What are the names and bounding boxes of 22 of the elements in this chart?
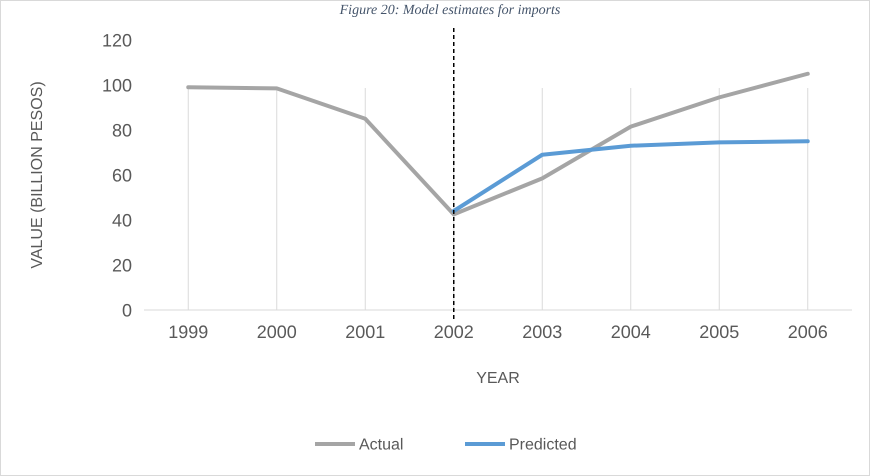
y-tick-label: 80 [112, 120, 132, 140]
x-tick-label: 1999 [168, 322, 208, 342]
x-tick-label: 2004 [610, 322, 651, 342]
x-tick-label: 2005 [699, 322, 740, 342]
y-tick-label: 100 [102, 75, 132, 96]
legend-label: Predicted [509, 436, 577, 454]
line-series [186, 72, 810, 216]
legend-label: Actual [359, 436, 404, 454]
x-tick-label: 2002 [434, 322, 474, 342]
x-axis-title: YEAR [476, 370, 520, 387]
y-tick-label: 60 [112, 165, 132, 186]
line-series [452, 139, 810, 213]
x-tick-label: 2006 [788, 322, 828, 342]
y-tick-label: 120 [102, 30, 132, 50]
x-tick-label: 2001 [345, 322, 386, 342]
x-tick-label: 2000 [256, 322, 297, 342]
y-tick-label: 40 [112, 210, 132, 230]
y-tick-label: 20 [112, 255, 132, 276]
y-axis-title: VALUE (BILLION PESOS) [29, 81, 46, 269]
x-tick-label: 2003 [522, 322, 562, 342]
y-tick-label: 0 [122, 300, 132, 320]
chart-title: Figure 20: Model estimates for imports [338, 3, 561, 18]
